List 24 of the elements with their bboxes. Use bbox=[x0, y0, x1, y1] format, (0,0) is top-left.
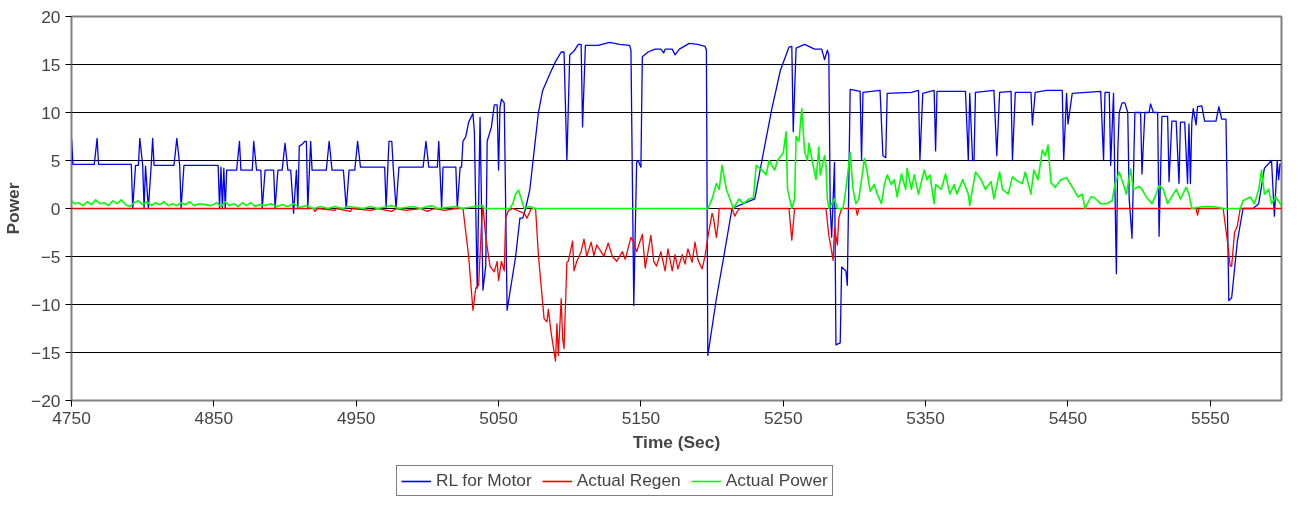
x-tick-label: 5250 bbox=[763, 407, 803, 428]
line-series bbox=[71, 41, 1281, 357]
legend-label: RL for Motor bbox=[436, 470, 532, 491]
x-tick-label: 5450 bbox=[1048, 407, 1088, 428]
legend-label: Actual Power bbox=[725, 470, 828, 491]
x-tick-label: 4950 bbox=[336, 407, 376, 428]
y-tick-label: 20 bbox=[41, 6, 61, 27]
legend-label: Actual Regen bbox=[576, 470, 681, 491]
x-tick-label: 5050 bbox=[479, 407, 518, 428]
y-tick-label: −10 bbox=[31, 294, 61, 315]
y-tick-label: 0 bbox=[50, 198, 61, 219]
line-series bbox=[71, 204, 1282, 362]
line-series bbox=[71, 107, 1282, 210]
x-tick-label: 4850 bbox=[194, 407, 234, 428]
y-tick-label: −15 bbox=[31, 342, 61, 363]
y-tick-label: 15 bbox=[41, 54, 61, 75]
x-tick-label: 5550 bbox=[1191, 407, 1230, 428]
x-axis-title: Time (Sec) bbox=[632, 431, 721, 452]
y-tick-label: 5 bbox=[50, 150, 61, 171]
x-tick-label: 5150 bbox=[621, 407, 661, 428]
y-tick-label: −5 bbox=[40, 246, 61, 267]
y-tick-label: 10 bbox=[41, 102, 61, 123]
x-tick-label: 5350 bbox=[906, 407, 945, 428]
y-axis-title: Power bbox=[3, 182, 24, 235]
